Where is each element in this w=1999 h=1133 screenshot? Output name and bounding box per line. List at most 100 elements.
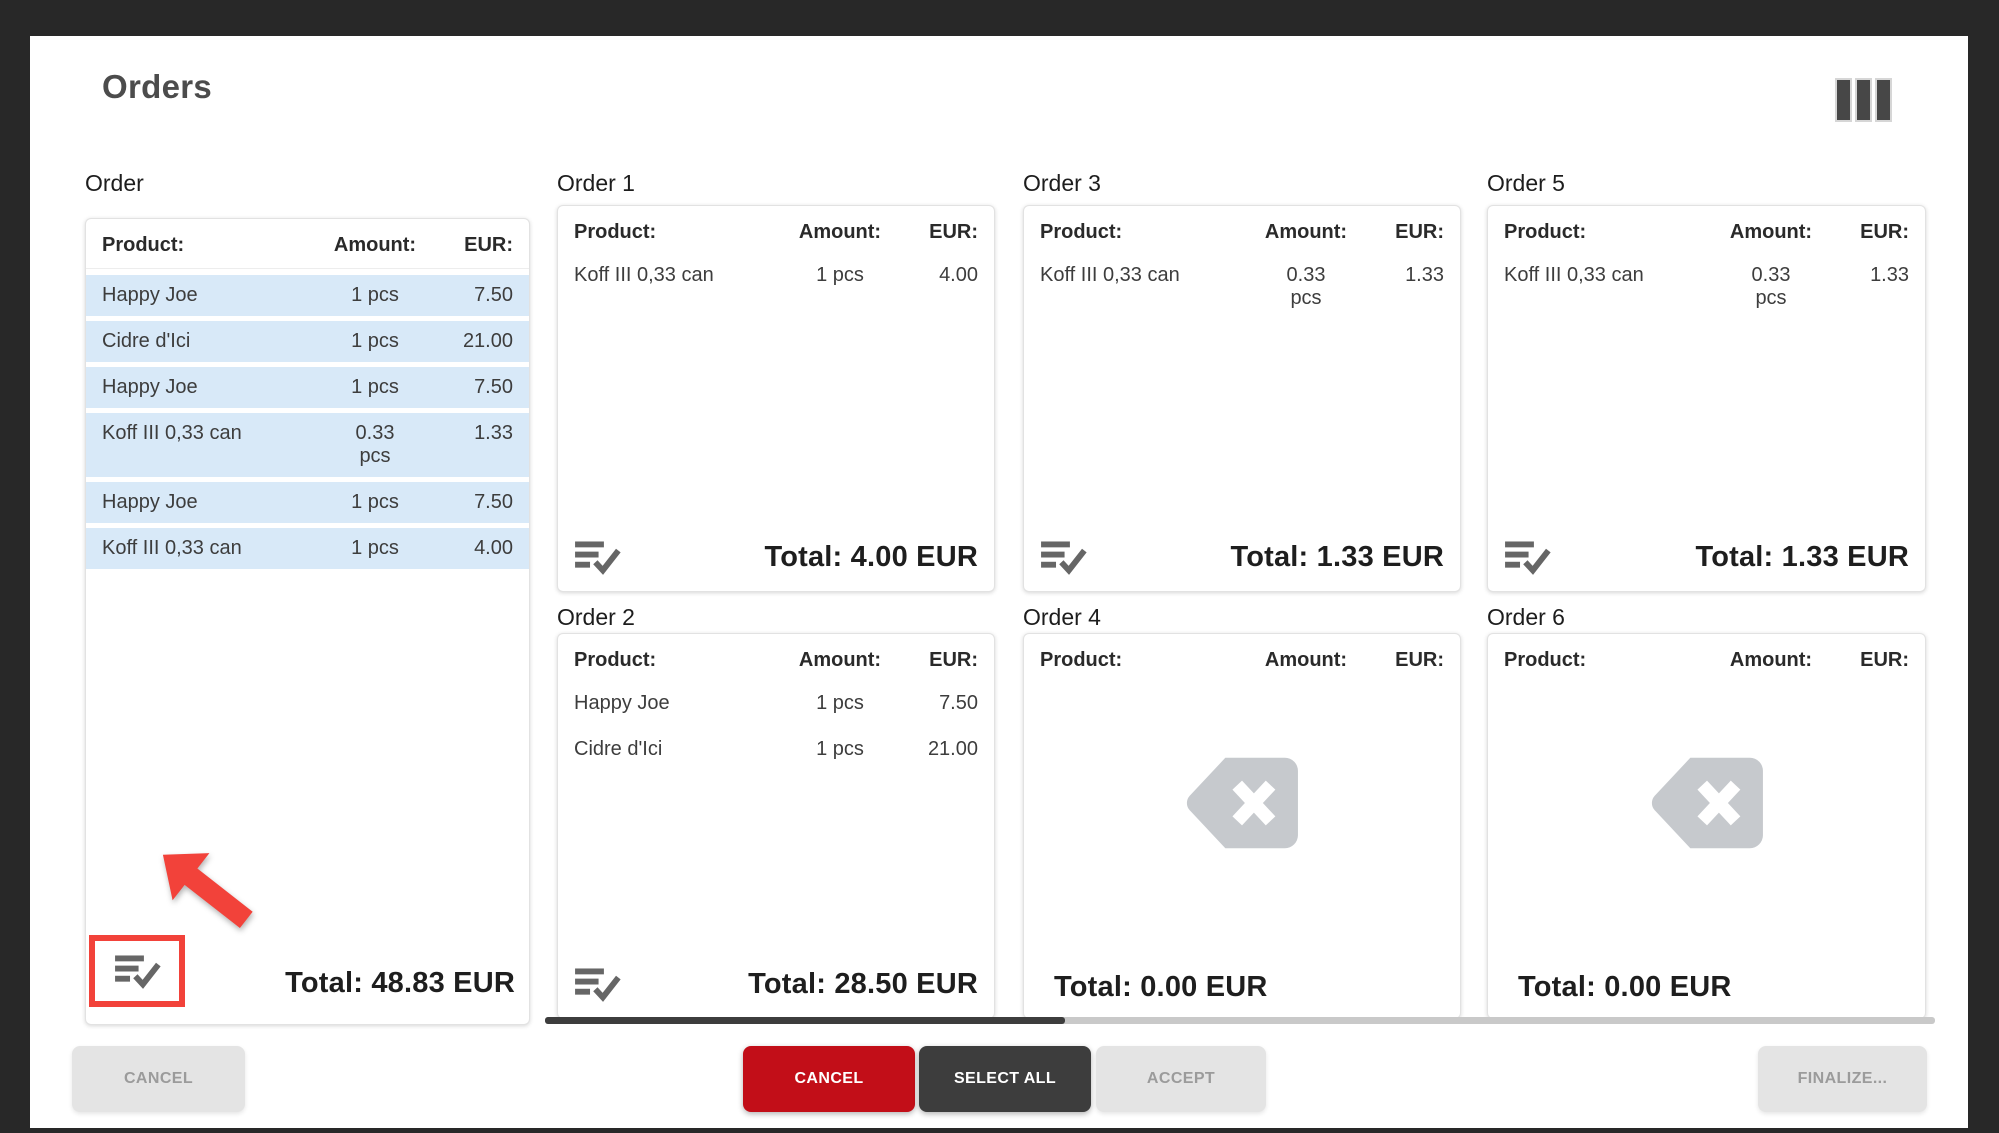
table-header-row: Product: Amount: EUR: [1488, 634, 1925, 683]
item-amount: 1 pcs [351, 376, 399, 398]
backspace-x-icon [1186, 757, 1298, 849]
item-product: Koff III 0,33 can [102, 422, 242, 444]
column-header-eur: EUR: [1395, 649, 1444, 671]
select-all-button[interactable]: SELECT ALL [919, 1046, 1091, 1112]
order-label-6: Order 6 [1487, 604, 1565, 630]
column-view-bar [1875, 78, 1892, 122]
column-view-bar [1835, 78, 1852, 122]
column-header-product: Product: [1040, 649, 1123, 671]
table-header-row: Product: Amount: EUR: [558, 206, 994, 255]
item-eur: 7.50 [939, 692, 978, 714]
playlist-check-icon[interactable] [574, 965, 621, 1004]
item-amount: 1 pcs [816, 692, 864, 714]
order-card-3[interactable]: Product: Amount: EUR: Koff III 0,33 can … [1023, 205, 1461, 592]
order-item-row[interactable]: Happy Joe 1 pcs 7.50 [86, 482, 529, 523]
column-header-product: Product: [102, 234, 185, 256]
item-product: Koff III 0,33 can [574, 264, 714, 286]
playlist-check-icon[interactable] [574, 538, 621, 577]
red-arrow-annotation [162, 853, 253, 929]
order-item-row[interactable]: Happy Joe 1 pcs 7.50 [558, 683, 994, 724]
item-product: Cidre d'Ici [102, 330, 191, 352]
order-item-row[interactable]: Koff III 0,33 can 0.33 pcs 1.33 [1024, 255, 1460, 319]
item-amount: 1 pcs [351, 537, 399, 559]
order-total: Total: 48.83 EUR [285, 967, 515, 999]
order-card-4[interactable]: Product: Amount: EUR: Total: 0.00 EUR [1023, 633, 1461, 1019]
item-product: Koff III 0,33 can [102, 537, 242, 559]
column-header-amount: Amount: [1264, 221, 1348, 243]
table-header-row: Product: Amount: EUR: [1488, 206, 1925, 255]
column-header-amount: Amount: [333, 234, 417, 256]
column-header-eur: EUR: [1860, 649, 1909, 671]
order-item-row[interactable]: Koff III 0,33 can 0.33 pcs 1.33 [86, 413, 529, 477]
order-total: Total: 28.50 EUR [748, 968, 978, 1000]
table-header-row: Product: Amount: EUR: [558, 634, 994, 683]
table-header-row: Product: Amount: EUR: [1024, 634, 1460, 683]
order-total: Total: 4.00 EUR [764, 541, 978, 573]
column-header-product: Product: [1040, 221, 1123, 243]
cancel-button[interactable]: CANCEL [743, 1046, 915, 1112]
order-item-row[interactable]: Koff III 0,33 can 1 pcs 4.00 [558, 255, 994, 296]
item-product: Happy Joe [102, 376, 198, 398]
order-item-row[interactable]: Koff III 0,33 can 1 pcs 4.00 [86, 528, 529, 569]
order-item-row[interactable]: Cidre d'Ici 1 pcs 21.00 [558, 729, 994, 770]
item-amount: 1 pcs [816, 738, 864, 760]
accept-button[interactable]: ACCEPT [1096, 1046, 1266, 1112]
column-header-product: Product: [574, 649, 657, 671]
order-total: Total: 0.00 EUR [1054, 971, 1268, 1003]
item-amount: 1 pcs [351, 330, 399, 352]
playlist-check-icon[interactable] [1040, 538, 1087, 577]
orders-panel: Orders Order Product: Amount: EUR: Happy… [30, 36, 1968, 1128]
item-amount: 0.33 pcs [355, 422, 395, 467]
order-total: Total: 0.00 EUR [1518, 971, 1732, 1003]
column-header-eur: EUR: [929, 221, 978, 243]
item-eur: 21.00 [927, 738, 978, 760]
item-eur: 7.50 [474, 284, 513, 306]
playlist-check-icon[interactable] [114, 952, 161, 991]
cancel-button-secondary[interactable]: CANCEL [72, 1046, 245, 1112]
column-header-amount: Amount: [798, 221, 882, 243]
red-rectangle-highlight [89, 935, 185, 1007]
order-card-2[interactable]: Product: Amount: EUR: Happy Joe 1 pcs 7.… [557, 633, 995, 1019]
item-product: Koff III 0,33 can [1040, 264, 1180, 286]
finalize-button[interactable]: FINALIZE... [1758, 1046, 1927, 1112]
order-card-6[interactable]: Product: Amount: EUR: Total: 0.00 EUR [1487, 633, 1926, 1019]
item-product: Cidre d'Ici [574, 738, 663, 760]
horizontal-scrollbar-track[interactable] [545, 1017, 1935, 1024]
item-amount: 0.33 pcs [1286, 264, 1326, 309]
column-header-product: Product: [1504, 649, 1587, 671]
item-eur: 4.00 [939, 264, 978, 286]
item-eur: 4.00 [474, 537, 513, 559]
order-item-row[interactable]: Koff III 0,33 can 0.33 pcs 1.33 [1488, 255, 1925, 319]
column-header-amount: Amount: [1729, 221, 1813, 243]
page-title: Orders [102, 68, 213, 105]
column-header-eur: EUR: [1395, 221, 1444, 243]
item-product: Happy Joe [102, 284, 198, 306]
order-label-1: Order 1 [557, 170, 635, 196]
item-amount: 1 pcs [816, 264, 864, 286]
item-eur: 7.50 [474, 491, 513, 513]
item-product: Koff III 0,33 can [1504, 264, 1644, 286]
playlist-check-icon[interactable] [1504, 538, 1551, 577]
order-item-row[interactable]: Happy Joe 1 pcs 7.50 [86, 275, 529, 316]
column-header-eur: EUR: [464, 234, 513, 256]
column-view-icon[interactable] [1835, 78, 1892, 122]
item-eur: 1.33 [474, 422, 513, 444]
item-amount: 1 pcs [351, 491, 399, 513]
order-item-row[interactable]: Happy Joe 1 pcs 7.50 [86, 367, 529, 408]
item-eur: 1.33 [1870, 264, 1909, 286]
order-item-row[interactable]: Cidre d'Ici 1 pcs 21.00 [86, 321, 529, 362]
column-header-amount: Amount: [798, 649, 882, 671]
order-item-list: Happy Joe 1 pcs 7.50 Cidre d'Ici 1 pcs 2… [86, 275, 529, 569]
order-label-3: Order 3 [1023, 170, 1101, 196]
horizontal-scrollbar-thumb[interactable] [545, 1017, 1065, 1024]
order-card-current[interactable]: Product: Amount: EUR: Happy Joe 1 pcs 7.… [85, 218, 530, 1025]
order-label-4: Order 4 [1023, 604, 1101, 630]
column-header-amount: Amount: [1264, 649, 1348, 671]
order-card-5[interactable]: Product: Amount: EUR: Koff III 0,33 can … [1487, 205, 1926, 592]
column-header-eur: EUR: [929, 649, 978, 671]
column-view-bar [1855, 78, 1872, 122]
column-header-product: Product: [574, 221, 657, 243]
item-amount: 1 pcs [351, 284, 399, 306]
order-total: Total: 1.33 EUR [1230, 541, 1444, 573]
order-card-1[interactable]: Product: Amount: EUR: Koff III 0,33 can … [557, 205, 995, 592]
